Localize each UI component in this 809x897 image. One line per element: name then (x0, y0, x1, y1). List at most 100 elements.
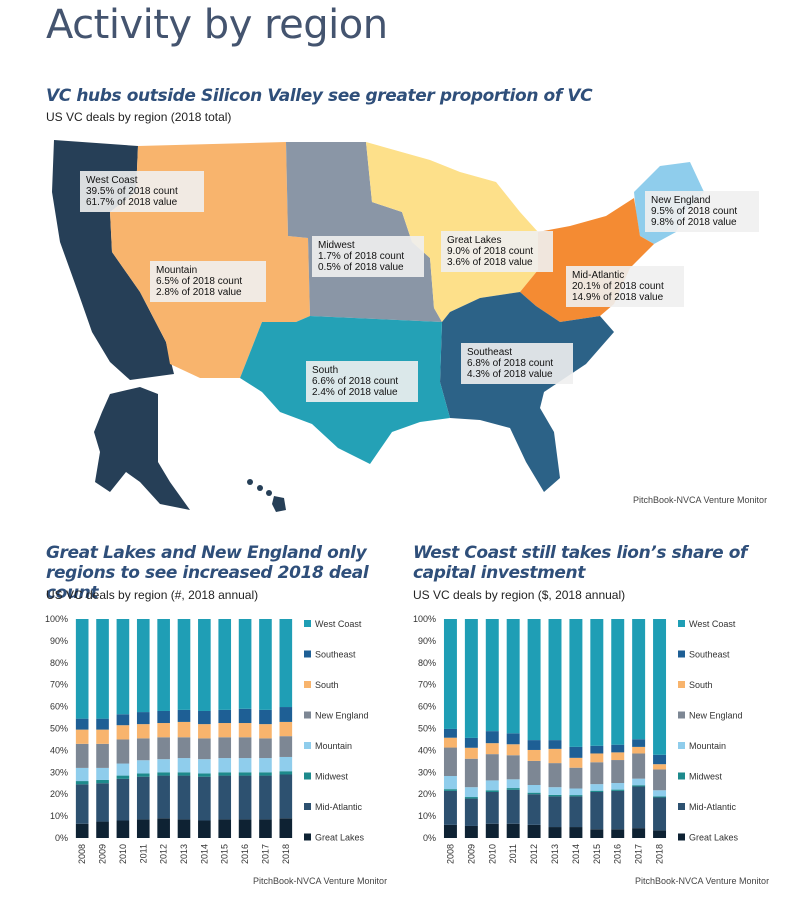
bar-great-lakes-2018 (279, 818, 293, 838)
right-chart-source: PitchBook-NVCA Venture Monitor (635, 876, 770, 886)
legend-label: Great Lakes (315, 833, 365, 843)
bar-south-2008 (75, 729, 89, 744)
y-tick-label: 70% (50, 680, 68, 690)
map-label-value: 0.5% of 2018 value (318, 262, 404, 273)
bar-south-2011 (136, 724, 150, 739)
bar-west-coast-2012 (157, 619, 170, 711)
bar-mountain-2014 (569, 788, 583, 796)
bar-south-2018 (653, 764, 667, 770)
bar-new-england-2016 (238, 737, 252, 759)
region-mid-atlantic (520, 198, 654, 322)
bar-new-england-2012 (157, 737, 170, 760)
bar-mid-atlantic-2014 (569, 796, 583, 828)
bar-mountain-2013 (177, 758, 191, 773)
bar-mountain-2008 (443, 776, 457, 790)
y-tick-label: 60% (418, 702, 436, 712)
bar-midwest-2012 (157, 772, 170, 776)
bar-new-england-2011 (506, 755, 520, 780)
legend-swatch (678, 650, 685, 658)
legend-label: Mountain (315, 741, 352, 751)
legend-label: Southeast (315, 650, 356, 660)
map-label-name: Mountain (156, 265, 198, 276)
legend-swatch (304, 711, 311, 719)
bar-southeast-2010 (485, 731, 499, 744)
bar-southeast-2015 (218, 709, 232, 724)
bar-great-lakes-2012 (527, 824, 541, 838)
bar-south-2014 (198, 724, 211, 739)
bar-mid-atlantic-2010 (485, 792, 499, 824)
y-tick-label: 100% (413, 614, 436, 624)
bar-great-lakes-2011 (506, 823, 520, 838)
right-stacked-bar-chart: 0% 10% 20% 30% 40% 50% 60% 70% 80% 90% 100% 2008 200… (413, 614, 743, 864)
legend-swatch (304, 620, 311, 627)
bar-south-2013 (548, 748, 562, 764)
bar-mid-atlantic-2011 (136, 776, 150, 820)
legend-swatch (304, 681, 311, 688)
legend-label: West Coast (689, 619, 736, 629)
bar-west-coast-2009 (464, 619, 478, 738)
y-tick-label: 40% (50, 745, 68, 755)
bar-great-lakes-2010 (485, 823, 499, 838)
bar-great-lakes-2009 (464, 825, 478, 838)
y-tick-label: 10% (50, 811, 68, 821)
bar-mid-atlantic-2016 (238, 775, 252, 820)
bar-new-england-2010 (116, 739, 130, 764)
bar-west-coast-2017 (632, 619, 646, 740)
map-label-name: West Coast (86, 175, 138, 186)
y-tick-label: 100% (45, 614, 68, 624)
legend-swatch (678, 620, 685, 627)
y-tick-label: 40% (418, 745, 436, 755)
bar-new-england-2017 (259, 738, 272, 759)
bar-west-coast-2014 (569, 619, 583, 747)
bar-new-england-2008 (443, 747, 457, 777)
map-label-count: 39.5% of 2018 count (86, 186, 178, 197)
map-label-new-england: New England 9.5% of 2018 count 9.8% of 2… (645, 191, 759, 232)
bar-southeast-2008 (75, 718, 89, 730)
x-tick-label: 2015 (220, 844, 230, 864)
bar-mid-atlantic-2010 (116, 778, 130, 821)
map-label-value: 4.3% of 2018 value (467, 369, 553, 380)
map-label-name: Southeast (467, 347, 513, 358)
bar-new-england-2009 (464, 758, 478, 788)
region-midwest (286, 142, 442, 322)
bar-mountain-2015 (590, 784, 604, 791)
bar-midwest-2018 (653, 796, 667, 798)
bar-mid-atlantic-2009 (96, 783, 109, 822)
bar-great-lakes-2017 (632, 828, 646, 838)
x-tick-label: 2008 (445, 844, 455, 864)
bar-south-2014 (569, 757, 583, 768)
bar-new-england-2012 (527, 760, 541, 786)
map-caption: US VC deals by region (2018 total) (46, 110, 232, 124)
map-heading: VC hubs outside Silicon Valley see great… (46, 86, 593, 106)
map-label-value: 3.6% of 2018 value (447, 257, 533, 268)
bar-mid-atlantic-2011 (506, 789, 520, 824)
map-label-value: 14.9% of 2018 value (572, 292, 664, 303)
bar-midwest-2008 (75, 781, 89, 785)
bar-south-2009 (96, 729, 109, 744)
bar-southeast-2017 (259, 709, 272, 725)
legend-swatch (678, 681, 685, 688)
legend-label: West Coast (315, 619, 362, 629)
map-label-west-coast: West Coast 39.5% of 2018 count 61.7% of … (80, 171, 204, 212)
map-label-name: South (312, 365, 339, 376)
bar-mid-atlantic-2008 (443, 790, 457, 825)
region-alaska (94, 387, 190, 510)
bar-midwest-2010 (116, 775, 130, 779)
bar-southeast-2011 (136, 712, 150, 725)
bar-southeast-2016 (238, 708, 252, 724)
legend-swatch (304, 650, 311, 658)
bar-mountain-2010 (485, 780, 499, 791)
legend-label: Mid-Atlantic (689, 802, 737, 812)
right-chart-heading: West Coast still takes lion’s share of c… (413, 543, 747, 583)
bar-midwest-2016 (238, 772, 252, 776)
bar-west-coast-2013 (548, 619, 562, 741)
map-label-value: 2.8% of 2018 value (156, 287, 242, 298)
bar-southeast-2012 (157, 710, 170, 724)
bar-great-lakes-2015 (590, 829, 604, 838)
bar-new-england-2017 (632, 753, 646, 779)
y-tick-label: 10% (418, 811, 436, 821)
map-label-count: 1.7% of 2018 count (318, 251, 405, 262)
map-label-count: 6.6% of 2018 count (312, 376, 399, 387)
bar-south-2010 (116, 725, 130, 740)
bar-west-coast-2018 (279, 619, 293, 708)
